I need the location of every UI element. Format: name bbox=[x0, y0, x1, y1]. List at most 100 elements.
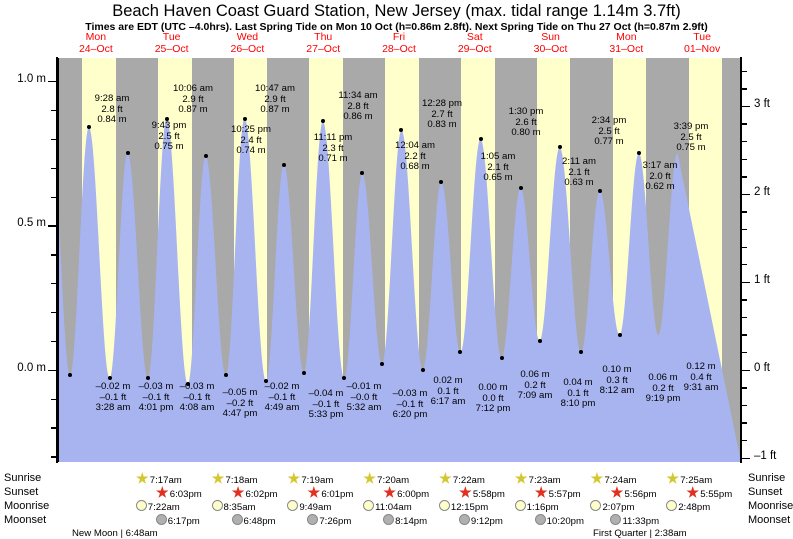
sunset-star-icon bbox=[686, 486, 699, 498]
sunrise-star-icon bbox=[136, 472, 149, 484]
moonrise-icon bbox=[211, 500, 223, 511]
sunrise-entry-2: 7:19am bbox=[287, 472, 333, 488]
tide-annotation-line: 7:12 pm bbox=[475, 403, 511, 415]
sunrise-entry-5: 7:23am bbox=[514, 472, 561, 488]
tide-annotation-line: 0.77 m bbox=[594, 136, 624, 148]
tide-extreme-dot-high-0 bbox=[86, 125, 91, 130]
tide-annotation-line: 0.12 m bbox=[686, 361, 716, 372]
sunrise-entry-3: 7:20am bbox=[363, 472, 409, 488]
moonrise-icon bbox=[590, 500, 602, 511]
tide-annotation-line: –0.1 ft bbox=[99, 391, 127, 403]
tide-annotation-line: 0.83 m bbox=[427, 119, 457, 131]
moonrise-entry-4: 12:15pm bbox=[438, 500, 488, 514]
tide-extreme-dot-high-15 bbox=[360, 171, 365, 176]
astro-row-label-right-moonset: Moonset bbox=[748, 514, 791, 526]
moon-phase-note-1: First Quarter | 2:38am bbox=[593, 528, 687, 539]
sunrise-entry-0: 7:17am bbox=[136, 472, 182, 488]
tide-annotation-line: 0.06 m bbox=[520, 369, 550, 380]
tide-annotation-line: 2.0 ft bbox=[649, 170, 671, 182]
moonset-icon bbox=[155, 514, 167, 525]
y-axis-right-label-3: 0 ft bbox=[754, 361, 770, 374]
y-tick-right--0.4 bbox=[741, 404, 747, 407]
moonset-icon bbox=[307, 514, 319, 525]
tide-annotation-15: –0.02 m –0.1 ft 3:28 am bbox=[95, 381, 131, 414]
tide-extreme-dot-low-10 bbox=[263, 379, 268, 384]
tide-annotation-line: 10:06 am bbox=[172, 83, 214, 94]
tide-extreme-dot-high-17 bbox=[399, 128, 404, 133]
tide-annotation-line: 5:32 am bbox=[346, 402, 382, 414]
sunrise-time: 7:18am bbox=[225, 474, 258, 486]
sunset-time: 5:57pm bbox=[548, 488, 581, 500]
moonset-entry-0: 6:17pm bbox=[155, 514, 200, 528]
sunset-entry-5: 5:57pm bbox=[534, 486, 581, 502]
sunrise-star-icon-wrap bbox=[439, 472, 452, 488]
tide-annotation-28: 0.06 m 0.2 ft 9:19 pm bbox=[646, 372, 681, 405]
astro-row-label-left-moonset: Moonset bbox=[4, 514, 47, 526]
tide-annotation-line: –0.03 m bbox=[138, 381, 174, 392]
sunrise-star-icon-wrap bbox=[136, 472, 149, 488]
page-subtitle: Times are EDT (UTC –4.0hrs). Last Spring… bbox=[85, 21, 708, 33]
tide-annotation-5: 11:11 pm 2.3 ft 0.71 m bbox=[314, 132, 353, 165]
y-axis-right-label-2: 1 ft bbox=[754, 273, 770, 286]
sunset-entry-7: 5:55pm bbox=[686, 486, 732, 502]
moonrise-icon-wrap bbox=[135, 500, 147, 514]
y-tick-left-0.7 bbox=[51, 167, 57, 170]
tide-annotation-line: –0.1 ft bbox=[142, 391, 170, 403]
tide-annotation-12: 2:34 pm 2.5 ft 0.77 m bbox=[592, 115, 627, 148]
sunrise-star-icon-wrap bbox=[590, 472, 604, 488]
day-label-3: Thu 27–Oct bbox=[285, 31, 361, 55]
astro-row-label-right-moonrise: Moonrise bbox=[748, 500, 793, 512]
day-label-0: Mon 24–Oct bbox=[58, 31, 134, 55]
tide-annotation-line: –0.02 m bbox=[264, 381, 300, 392]
y-axis-left-label-0: 1.0 m bbox=[17, 73, 46, 86]
tide-annotation-21: –0.01 m –0.0 ft 5:32 am bbox=[346, 381, 382, 414]
moonset-icon-wrap bbox=[307, 514, 319, 528]
tide-annotation-22: –0.03 m –0.1 ft 6:20 pm bbox=[393, 388, 428, 421]
astro-row-label-right-sunrise: Sunrise bbox=[748, 472, 786, 484]
tide-annotation-7: 12:04 am 2.2 ft 0.68 m bbox=[394, 140, 436, 173]
moonset-entry-1: 6:48pm bbox=[231, 514, 276, 528]
tide-annotation-line: 2.3 ft bbox=[322, 142, 344, 154]
y-tick-left-0.6 bbox=[51, 196, 57, 198]
y-axis-right-label-4: –1 ft bbox=[754, 449, 777, 462]
sunrise-star-icon-wrap bbox=[287, 472, 301, 488]
y-axis-left-label-1: 0.5 m bbox=[17, 217, 46, 230]
moonset-icon-wrap bbox=[383, 514, 395, 528]
day-label-weekday: Thu bbox=[314, 31, 333, 43]
day-label-weekday: Sun bbox=[541, 31, 560, 43]
sunset-time: 5:55pm bbox=[700, 488, 733, 500]
moonrise-icon-wrap bbox=[514, 500, 526, 514]
tide-annotation-20: –0.04 m –0.1 ft 5:33 pm bbox=[309, 388, 344, 421]
day-label-4: Fri 28–Oct bbox=[361, 31, 437, 55]
tide-annotation-line: 0.10 m bbox=[602, 364, 632, 375]
y-tick-right-0.0 bbox=[741, 369, 750, 372]
day-label-7: Mon 31–Oct bbox=[588, 31, 664, 55]
tide-annotation-line: 2.1 ft bbox=[568, 166, 590, 178]
tide-annotation-line: 12:04 am bbox=[394, 140, 436, 151]
sunset-time: 6:00pm bbox=[397, 488, 430, 500]
tide-annotation-line: 10:25 pm bbox=[230, 124, 272, 135]
sunrise-star-icon bbox=[590, 472, 604, 484]
tide-annotation-line: 3:28 am bbox=[95, 402, 131, 414]
tide-annotation-line: 2.9 ft bbox=[264, 93, 286, 105]
sunrise-entry-4: 7:22am bbox=[439, 472, 485, 488]
tide-chart-plot: 9:28 am 2.8 ft 0.84 m 9:43 pm 2.5 ft 0.75 m 10… bbox=[58, 58, 741, 462]
tide-annotation-line: 0.80 m bbox=[511, 127, 541, 139]
tide-annotation-line: 0.62 m bbox=[645, 181, 675, 193]
tide-annotation-line: 0.1 ft bbox=[437, 385, 459, 397]
sunrise-time: 7:25am bbox=[680, 474, 713, 486]
moonrise-time: 9:49am bbox=[299, 501, 332, 513]
tide-extreme-dot-high-29 bbox=[636, 151, 641, 156]
y-tick-right-2.0 bbox=[741, 193, 750, 196]
astronomy-panel: Sunrise Sunrise Sunset Sunset Moonrise Moonri… bbox=[0, 466, 793, 539]
sunrise-star-icon bbox=[363, 472, 376, 484]
y-tick-right-0.2 bbox=[741, 352, 747, 354]
y-axis-right-line bbox=[740, 57, 742, 463]
sunset-entry-6: 5:56pm bbox=[610, 486, 656, 502]
y-tick-right-2.8 bbox=[741, 123, 747, 125]
sunset-time: 5:58pm bbox=[472, 488, 505, 500]
moonrise-icon bbox=[135, 500, 147, 511]
moonset-icon-wrap bbox=[610, 514, 622, 528]
moonrise-entry-3: 11:04am bbox=[363, 500, 412, 514]
tide-annotation-line: 1:05 am bbox=[480, 151, 516, 162]
